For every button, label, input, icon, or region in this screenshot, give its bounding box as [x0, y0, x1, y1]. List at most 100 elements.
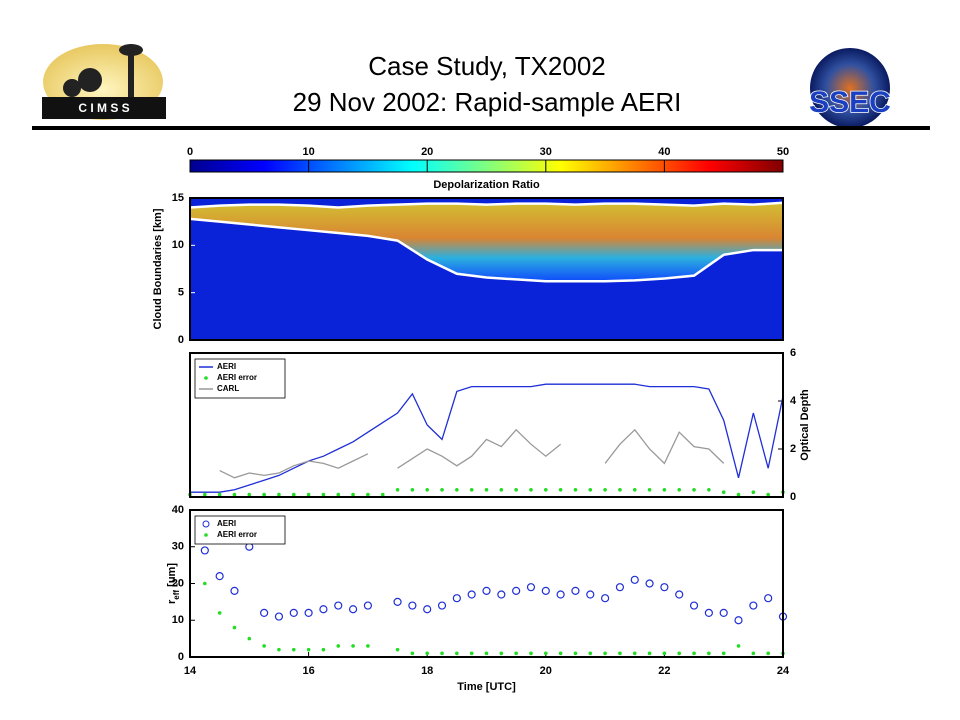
data-dot [736, 644, 741, 648]
data-dot [647, 488, 652, 492]
data-dot [321, 492, 326, 497]
y-tick-label: 0 [790, 491, 796, 503]
legend-label: AERI error [217, 530, 257, 539]
data-dot [766, 651, 770, 656]
data-dot [395, 647, 400, 652]
data-dot [751, 490, 756, 495]
data-dot [618, 651, 622, 656]
data-dot [588, 651, 593, 656]
data-point [452, 594, 461, 603]
data-point [689, 601, 699, 610]
data-point [274, 612, 284, 621]
y-axis-label-part: r [166, 599, 178, 604]
colorbar-tick-label: 0 [187, 146, 193, 158]
data-dot [410, 651, 415, 656]
data-dot [721, 490, 726, 495]
data-point [630, 575, 639, 584]
x-tick-label: 18 [421, 665, 433, 677]
data-point [571, 586, 580, 595]
x-tick-label: 14 [184, 665, 197, 677]
data-dot [544, 488, 548, 492]
y-axis-label-part: eff [172, 590, 181, 600]
data-point [586, 590, 595, 599]
y-tick-label: 5 [178, 287, 184, 299]
data-dot [469, 488, 474, 492]
data-dot [277, 647, 281, 652]
legend-label: AERI [217, 519, 236, 528]
slide-title: Case Study, TX2002 [368, 51, 606, 81]
data-dot [647, 651, 652, 656]
data-dot [544, 651, 548, 656]
legend-swatch [202, 520, 210, 528]
data-dot [514, 651, 518, 656]
data-dot [277, 492, 281, 497]
data-dot [425, 651, 430, 656]
data-line [604, 428, 725, 465]
data-point [334, 601, 343, 610]
legend-label: AERI [217, 362, 236, 371]
data-point [675, 590, 684, 599]
data-dot [484, 651, 489, 656]
data-point [215, 572, 224, 581]
y-tick-label: 30 [172, 541, 184, 553]
data-dot [677, 488, 682, 492]
axes-frame [189, 509, 784, 658]
data-dot [291, 647, 296, 652]
data-dot [573, 651, 578, 656]
data-dot [232, 625, 237, 630]
x-tick-label: 16 [302, 665, 314, 677]
data-point [482, 586, 491, 595]
logo-text: C I M S S [78, 101, 129, 115]
y-tick-label: 10 [172, 239, 184, 251]
colorbar [189, 159, 784, 173]
y-tick-label: 0 [178, 334, 184, 346]
data-point [200, 546, 209, 555]
y-tick-label: 6 [790, 347, 796, 359]
y-axis-label: Cloud Boundaries [km] [152, 208, 164, 329]
axes-frame [189, 197, 784, 341]
data-dot [366, 492, 370, 497]
data-dot [603, 488, 607, 492]
data-dot [632, 488, 637, 492]
data-point [749, 601, 758, 610]
x-axis-label: Time [UTC] [457, 681, 516, 693]
legend-box [194, 358, 286, 399]
data-point [260, 608, 269, 618]
x-tick-label: 20 [540, 665, 552, 677]
cimss-logo: C I M S S [42, 44, 166, 120]
data-dot [558, 488, 563, 492]
y-axis-label-part: [um] [166, 563, 178, 590]
y-tick-label: 10 [172, 614, 184, 626]
y2-axis-label: Optical Depth [799, 389, 811, 461]
data-point [541, 586, 550, 595]
data-dot [262, 492, 266, 497]
legend-swatch [204, 533, 208, 537]
data-dot [203, 492, 207, 497]
slide-title: 29 Nov 2002: Rapid-sample AERI [293, 87, 682, 117]
y-tick-label: 40 [172, 504, 184, 516]
data-point [556, 590, 565, 599]
data-point [526, 583, 536, 592]
data-dot [677, 651, 682, 656]
data-point [230, 586, 239, 595]
logo-text: SSEC [809, 86, 891, 119]
data-line [190, 383, 784, 493]
colorbar-tick-label: 10 [302, 146, 314, 158]
data-dot [499, 488, 504, 492]
data-dot [217, 492, 222, 497]
data-dot [692, 651, 696, 656]
data-dot [692, 488, 696, 492]
y-axis-label: reff [um] [166, 563, 181, 604]
data-dot [499, 651, 504, 656]
data-dot [707, 651, 711, 656]
y-tick-label: 20 [172, 577, 184, 589]
data-dot [603, 651, 607, 656]
data-point [704, 608, 713, 618]
colorbar-tick-label: 20 [421, 146, 433, 158]
data-dot [440, 488, 444, 492]
x-tick-label: 22 [658, 665, 670, 677]
x-tick-label: 24 [777, 665, 790, 677]
data-point [393, 597, 402, 606]
data-line [397, 428, 562, 469]
data-dot [440, 651, 444, 656]
